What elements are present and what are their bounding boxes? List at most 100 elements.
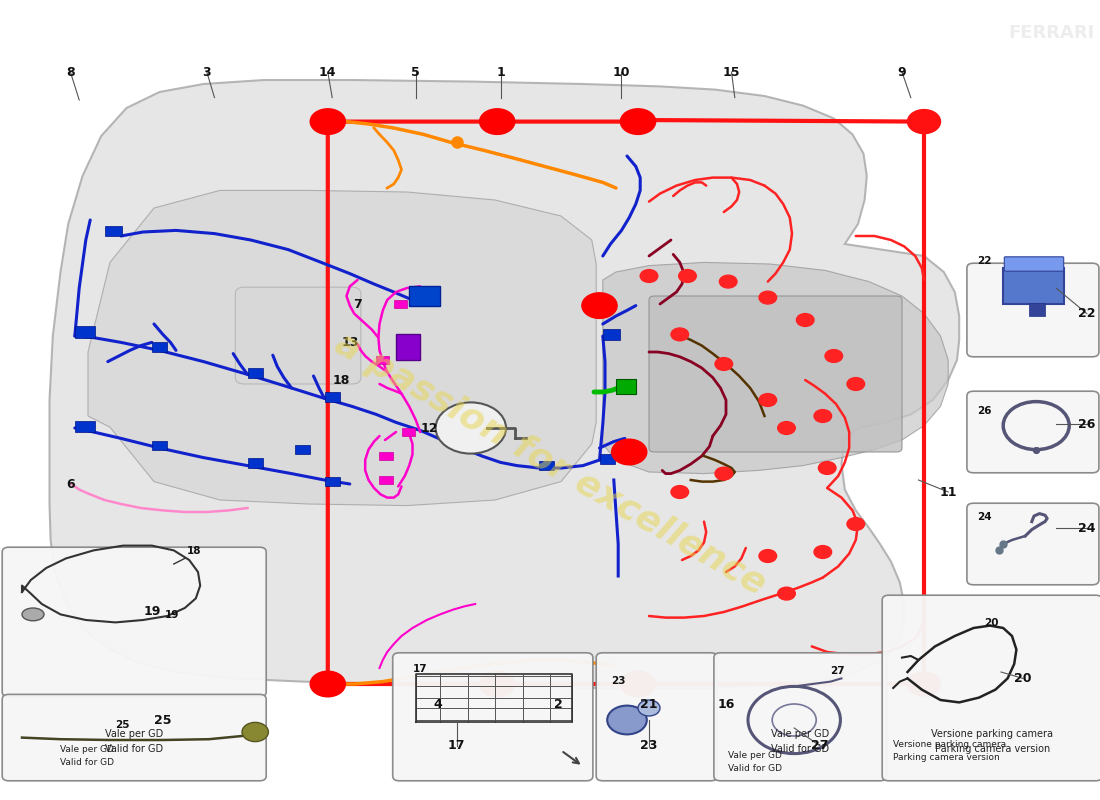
Circle shape (818, 462, 836, 474)
Text: 16: 16 (717, 698, 735, 710)
Text: Valid for GD: Valid for GD (60, 758, 114, 766)
Text: 13: 13 (341, 336, 359, 349)
FancyBboxPatch shape (235, 287, 361, 384)
Ellipse shape (22, 608, 44, 621)
FancyBboxPatch shape (1004, 257, 1064, 271)
FancyBboxPatch shape (967, 263, 1099, 357)
Bar (603, 329, 620, 340)
Text: 19: 19 (143, 605, 161, 618)
Bar (376, 356, 389, 364)
Text: 12: 12 (420, 422, 438, 434)
Text: 5: 5 (411, 66, 420, 78)
Circle shape (778, 587, 795, 600)
FancyBboxPatch shape (596, 653, 717, 781)
Circle shape (778, 422, 795, 434)
FancyBboxPatch shape (714, 653, 887, 781)
Bar (412, 291, 434, 304)
Circle shape (671, 328, 689, 341)
Circle shape (621, 672, 654, 696)
Text: 21: 21 (640, 698, 658, 710)
Text: 26: 26 (1078, 418, 1096, 430)
Circle shape (908, 672, 940, 696)
Circle shape (436, 402, 506, 454)
FancyBboxPatch shape (393, 653, 593, 781)
Polygon shape (50, 80, 959, 688)
Bar (616, 379, 636, 394)
Circle shape (640, 270, 658, 282)
Circle shape (671, 486, 689, 498)
Bar (152, 441, 167, 450)
FancyBboxPatch shape (967, 503, 1099, 585)
Bar (1028, 303, 1045, 316)
Text: Vale per GD: Vale per GD (60, 745, 114, 754)
Bar (75, 421, 95, 432)
Text: 17: 17 (412, 664, 427, 674)
Text: 27: 27 (811, 739, 828, 752)
Text: 1: 1 (496, 66, 505, 78)
Text: 27: 27 (830, 666, 845, 675)
Circle shape (847, 518, 865, 530)
Circle shape (759, 291, 777, 304)
Bar (539, 461, 554, 470)
Text: Versione parking camera: Versione parking camera (893, 740, 1006, 749)
Text: 3: 3 (202, 66, 211, 78)
Text: 9: 9 (898, 66, 906, 78)
Bar (152, 342, 167, 352)
Circle shape (242, 722, 268, 742)
Polygon shape (603, 262, 948, 474)
Circle shape (620, 671, 656, 697)
Bar (600, 454, 615, 464)
Text: 15: 15 (723, 66, 740, 78)
Text: 10: 10 (613, 66, 630, 78)
FancyBboxPatch shape (2, 694, 266, 781)
Circle shape (607, 706, 647, 734)
Circle shape (621, 110, 654, 134)
Bar (75, 326, 95, 338)
Text: Vale per GD: Vale per GD (771, 730, 829, 739)
Circle shape (719, 275, 737, 288)
Bar (379, 452, 393, 460)
Bar (324, 477, 340, 486)
Circle shape (847, 378, 865, 390)
Text: 11: 11 (939, 486, 957, 498)
Circle shape (825, 350, 843, 362)
Text: 18: 18 (332, 374, 350, 386)
Circle shape (814, 410, 832, 422)
Text: 24: 24 (1078, 522, 1096, 534)
Text: 25: 25 (154, 714, 172, 726)
Circle shape (715, 358, 733, 370)
Polygon shape (88, 190, 596, 506)
Text: 20: 20 (1014, 672, 1032, 685)
Bar (324, 392, 340, 402)
FancyBboxPatch shape (2, 547, 266, 697)
Circle shape (311, 110, 344, 134)
Bar (1003, 268, 1064, 304)
Circle shape (759, 394, 777, 406)
Text: 4: 4 (433, 698, 442, 710)
Circle shape (480, 671, 515, 697)
Text: Versione parking camera: Versione parking camera (932, 730, 1053, 739)
Text: FERRARI: FERRARI (1009, 24, 1094, 42)
FancyBboxPatch shape (967, 391, 1099, 473)
Text: 22: 22 (1078, 307, 1096, 320)
Bar (248, 368, 263, 378)
FancyBboxPatch shape (649, 296, 902, 452)
Bar (396, 334, 420, 360)
Text: 7: 7 (353, 298, 362, 310)
Text: 20: 20 (984, 618, 999, 627)
Text: Parking camera version: Parking camera version (893, 753, 1000, 762)
Circle shape (679, 270, 696, 282)
Text: 23: 23 (612, 676, 626, 686)
FancyBboxPatch shape (882, 595, 1100, 781)
Circle shape (796, 314, 814, 326)
Circle shape (908, 110, 940, 134)
Circle shape (612, 439, 647, 465)
Text: 25: 25 (116, 720, 130, 730)
Circle shape (620, 109, 656, 134)
Circle shape (638, 700, 660, 716)
Text: 22: 22 (977, 256, 991, 266)
Text: 2: 2 (554, 698, 563, 710)
Circle shape (481, 672, 514, 696)
Circle shape (310, 671, 345, 697)
Bar (402, 428, 415, 436)
